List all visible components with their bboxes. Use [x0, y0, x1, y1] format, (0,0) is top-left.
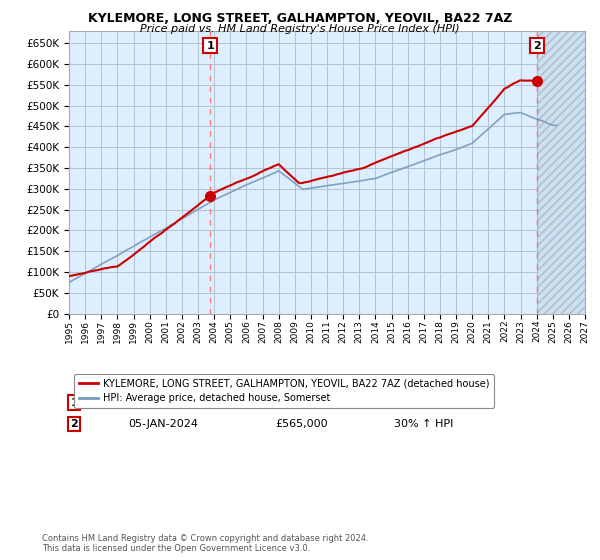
Text: KYLEMORE, LONG STREET, GALHAMPTON, YEOVIL, BA22 7AZ: KYLEMORE, LONG STREET, GALHAMPTON, YEOVI… — [88, 12, 512, 25]
Text: £268,500: £268,500 — [275, 398, 328, 408]
Text: 1: 1 — [70, 398, 78, 408]
Bar — [537, 31, 585, 314]
Text: 20% ↑ HPI: 20% ↑ HPI — [394, 398, 454, 408]
Text: This data is licensed under the Open Government Licence v3.0.: This data is licensed under the Open Gov… — [42, 544, 310, 553]
Text: 1: 1 — [206, 41, 214, 51]
Text: 01-SEP-2003: 01-SEP-2003 — [128, 398, 199, 408]
Text: Price paid vs. HM Land Registry's House Price Index (HPI): Price paid vs. HM Land Registry's House … — [140, 24, 460, 34]
Text: Contains HM Land Registry data © Crown copyright and database right 2024.: Contains HM Land Registry data © Crown c… — [42, 534, 368, 543]
Text: 05-JAN-2024: 05-JAN-2024 — [128, 419, 199, 429]
Text: 30% ↑ HPI: 30% ↑ HPI — [394, 419, 454, 429]
Text: 2: 2 — [533, 41, 541, 51]
Text: 2: 2 — [70, 419, 78, 429]
Text: £565,000: £565,000 — [275, 419, 328, 429]
Legend: KYLEMORE, LONG STREET, GALHAMPTON, YEOVIL, BA22 7AZ (detached house), HPI: Avera: KYLEMORE, LONG STREET, GALHAMPTON, YEOVI… — [74, 374, 494, 408]
